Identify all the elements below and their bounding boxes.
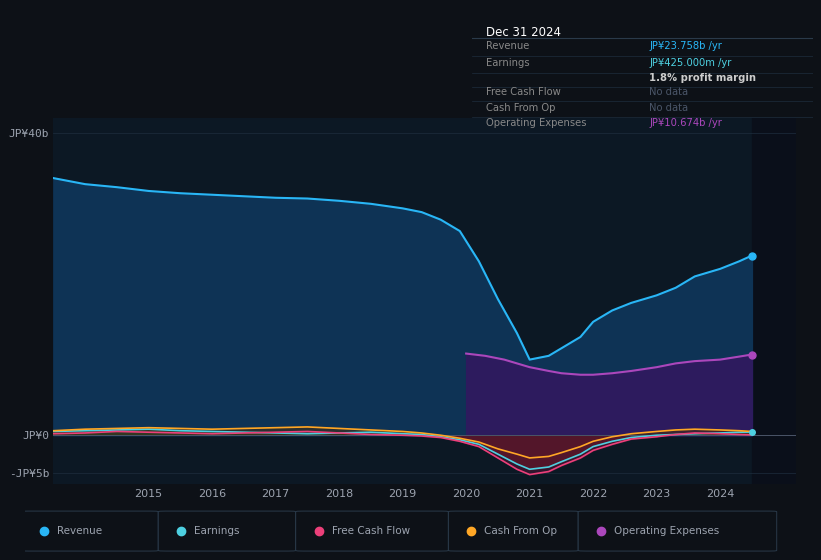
Text: Earnings: Earnings [486,58,530,68]
Text: Revenue: Revenue [57,526,102,535]
Text: Operating Expenses: Operating Expenses [614,526,719,535]
Text: JP¥425.000m /yr: JP¥425.000m /yr [649,58,732,68]
FancyBboxPatch shape [158,511,296,551]
Text: Revenue: Revenue [486,41,529,52]
Text: 1.8% profit margin: 1.8% profit margin [649,73,756,83]
FancyBboxPatch shape [296,511,448,551]
Bar [752,118,796,484]
Text: JP¥10.674b /yr: JP¥10.674b /yr [649,118,722,128]
Text: Cash From Op: Cash From Op [486,102,555,113]
Text: Dec 31 2024: Dec 31 2024 [486,26,561,39]
FancyBboxPatch shape [21,511,158,551]
Text: Free Cash Flow: Free Cash Flow [486,87,561,97]
FancyBboxPatch shape [578,511,777,551]
Text: Operating Expenses: Operating Expenses [486,118,586,128]
Text: No data: No data [649,102,688,113]
Text: Earnings: Earnings [194,526,240,535]
FancyBboxPatch shape [448,511,578,551]
Text: No data: No data [649,87,688,97]
Text: Free Cash Flow: Free Cash Flow [332,526,410,535]
Text: JP¥23.758b /yr: JP¥23.758b /yr [649,41,722,52]
Text: Cash From Op: Cash From Op [484,526,557,535]
